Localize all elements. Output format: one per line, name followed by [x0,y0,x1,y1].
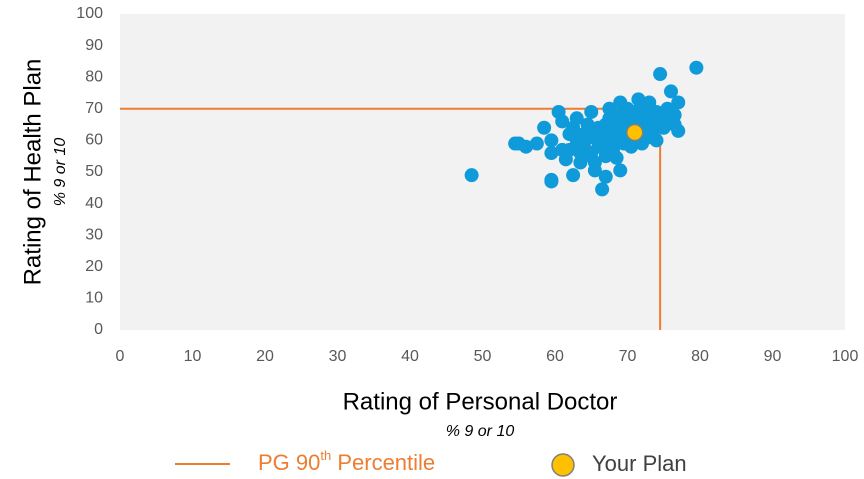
point [566,168,581,183]
y-axis-title: Rating of Health Plan [19,59,46,286]
point [613,163,628,178]
point [671,123,686,138]
point [464,168,479,183]
x-tick-label: 0 [116,348,125,365]
point [577,149,591,164]
x-tick-label: 60 [546,348,564,365]
legend-marker [551,453,575,477]
x-tick-label: 70 [619,348,637,365]
y-tick-label: 70 [85,100,103,117]
legend-label-sup: th [320,448,331,463]
point [587,163,602,178]
point [580,117,595,132]
x-tick-label: 40 [401,348,419,365]
point [671,95,686,110]
point [631,92,646,107]
y-tick-label: 80 [85,68,103,85]
highlight-point [626,123,644,142]
x-tick-label: 20 [256,348,274,365]
point [609,150,624,165]
point [529,136,544,151]
point [595,182,610,197]
point [544,146,559,161]
y-tick-label: 20 [85,258,103,275]
point [664,84,678,99]
legend-label: PG 90th Percentile [258,448,435,474]
point [653,67,668,82]
y-tick-label: 90 [85,37,103,54]
legend-label-part: PG 90 [258,450,320,475]
point [598,117,613,132]
y-axis-subtitle: % 9 or 10 [52,138,69,207]
point [555,114,570,129]
point [602,101,617,116]
point [569,111,584,126]
y-tick-label: 10 [85,290,103,307]
point [562,142,577,157]
plot-area [120,14,845,330]
x-tick-label: 10 [184,348,202,365]
point [642,95,657,110]
y-tick-label: 0 [94,321,103,338]
x-tick-label: 90 [764,348,782,365]
point [689,60,704,75]
point [519,139,533,154]
y-tick-label: 40 [85,195,103,212]
legend-label-part: Percentile [331,450,435,475]
x-axis-title: Rating of Personal Doctor [343,388,618,415]
point [544,174,559,189]
point [537,120,552,135]
x-tick-label: 30 [329,348,347,365]
point [591,139,606,154]
y-tick-label: 60 [85,132,103,149]
x-tick-label: 100 [832,348,859,365]
point [584,104,599,119]
x-axis-subtitle: % 9 or 10 [446,423,515,440]
y-tick-label: 100 [76,5,103,22]
x-tick-label: 80 [691,348,709,365]
point [649,133,664,148]
point [584,130,599,145]
legend-label: Your Plan [592,451,687,476]
y-tick-label: 30 [85,226,103,243]
point [569,127,584,142]
y-tick-label: 50 [85,163,103,180]
point [544,133,559,148]
x-tick-label: 50 [474,348,492,365]
point [598,169,613,184]
